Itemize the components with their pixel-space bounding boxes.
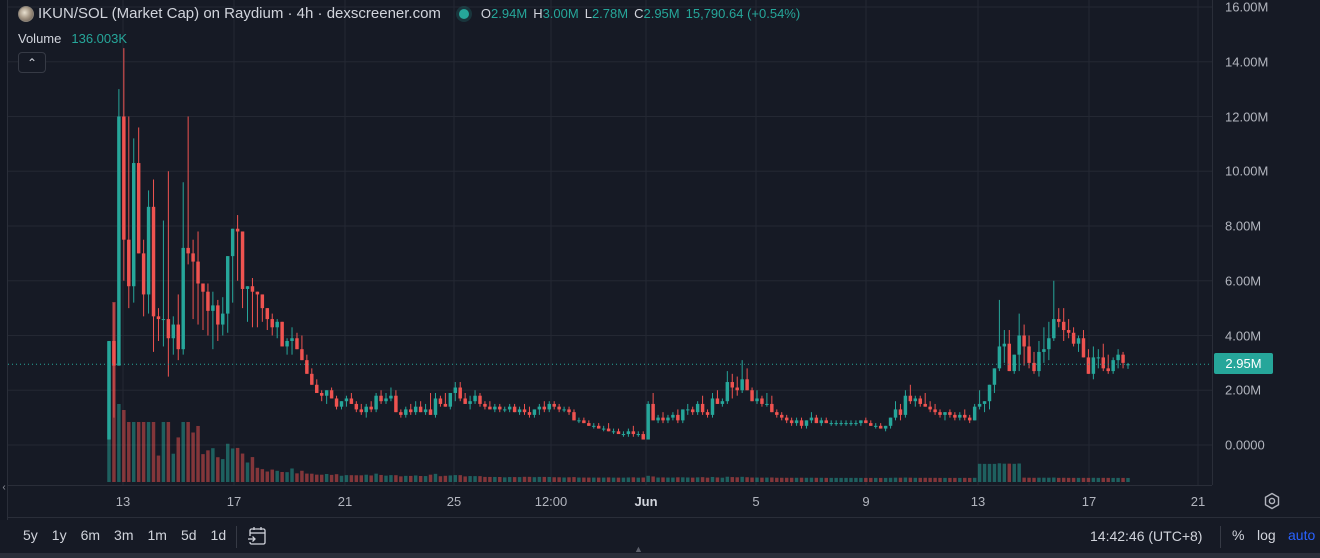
volume-label: Volume [18, 31, 62, 46]
toolbar-divider [236, 526, 237, 548]
percent-scale-toggle[interactable]: % [1232, 527, 1245, 543]
range-button-6m[interactable]: 6m [80, 527, 101, 543]
volume-bars [107, 302, 1130, 482]
scroll-to-top-icon[interactable]: ▲ [634, 544, 643, 554]
range-button-1y[interactable]: 1y [51, 527, 67, 543]
price-tick: 16.00M [1225, 0, 1269, 15]
ohlc-values: O2.94M H3.00M L2.78M C2.95M 15,790.64 (+… [481, 6, 800, 21]
time-tick: Jun [634, 494, 658, 509]
time-axis[interactable]: 13 17 21 25 12:00 Jun 5 9 13 17 21 [8, 485, 1212, 517]
price-axis[interactable]: 16.00M 14.00M 12.00M 10.00M 8.00M 6.00M 4.00M 2… [1212, 0, 1320, 485]
range-button-5y[interactable]: 5y [23, 527, 38, 543]
range-button-1m[interactable]: 1m [147, 527, 167, 543]
ohlc-high-key: H [533, 6, 543, 21]
price-tick: 10.00M [1225, 163, 1269, 179]
volume-value: 136.003K [71, 31, 128, 46]
time-tick: 9 [862, 494, 870, 509]
time-tick: 17 [226, 494, 242, 509]
price-tick: 14.00M [1225, 54, 1269, 70]
price-tick: 2.00M [1225, 382, 1262, 398]
time-tick: 5 [752, 494, 760, 509]
range-button-3m[interactable]: 3m [114, 527, 134, 543]
volume-legend: Volume 136.003K [18, 31, 127, 46]
time-tick: 12:00 [534, 494, 568, 509]
chart-title: IKUN/SOL (Market Cap) on Raydium · 4h · … [38, 5, 441, 22]
time-tick: 13 [115, 494, 131, 509]
left-toolbar-strip [0, 0, 8, 520]
time-tick: 21 [1190, 494, 1206, 509]
ohlc-close-key: C [634, 6, 644, 21]
market-status-dot-icon [458, 8, 469, 19]
price-tick: 0.0000 [1225, 437, 1265, 453]
token-logo-icon [18, 5, 34, 22]
price-tick: 6.00M [1225, 273, 1262, 289]
chart-legend: IKUN/SOL (Market Cap) on Raydium · 4h · … [18, 5, 800, 22]
time-tick: 13 [970, 494, 986, 509]
ohlc-open-value: 2.94M [491, 6, 528, 21]
time-tick: 21 [337, 494, 353, 509]
settings-gear-icon[interactable] [1262, 491, 1282, 511]
clock-timezone[interactable]: 14:42:46 (UTC+8) [1090, 528, 1203, 544]
ohlc-high-value: 3.00M [542, 6, 579, 21]
price-tick: 8.00M [1225, 218, 1262, 234]
time-tick: 17 [1081, 494, 1097, 509]
grid [8, 0, 1212, 485]
range-button-1d[interactable]: 1d [210, 527, 227, 543]
last-price-label: 2.95M [1214, 353, 1273, 374]
bottom-toolbar: 5y 1y 6m 3m 1m 5d 1d 14:42:46 (UTC+8) % log au… [8, 517, 1320, 553]
horizontal-scrollbar[interactable] [0, 553, 1320, 558]
range-button-5d[interactable]: 5d [180, 527, 197, 543]
price-tick: 4.00M [1225, 328, 1262, 343]
candles [107, 48, 1130, 440]
ohlc-close-value: 2.95M [643, 6, 680, 21]
auto-scale-toggle[interactable]: auto [1288, 527, 1316, 543]
toolbar-divider [1220, 526, 1221, 548]
ohlc-open-key: O [480, 6, 492, 21]
go-to-date-calendar-icon[interactable] [246, 525, 268, 547]
range-buttons: 5y 1y 6m 3m 1m 5d 1d [16, 527, 233, 543]
chevron-up-icon: ⌃ [26, 55, 38, 70]
ohlc-low-key: L [584, 6, 592, 21]
price-tick: 12.00M [1225, 109, 1269, 124]
time-tick: 25 [446, 494, 462, 509]
candlestick-chart[interactable] [8, 0, 1212, 485]
collapse-left-panel-icon[interactable]: ‹ [2, 482, 6, 493]
collapse-legend-button[interactable]: ⌃ [18, 52, 46, 73]
log-scale-toggle[interactable]: log [1257, 527, 1276, 543]
price-change: 15,790.64 (+0.54%) [685, 6, 801, 21]
ohlc-low-value: 2.78M [591, 6, 629, 21]
